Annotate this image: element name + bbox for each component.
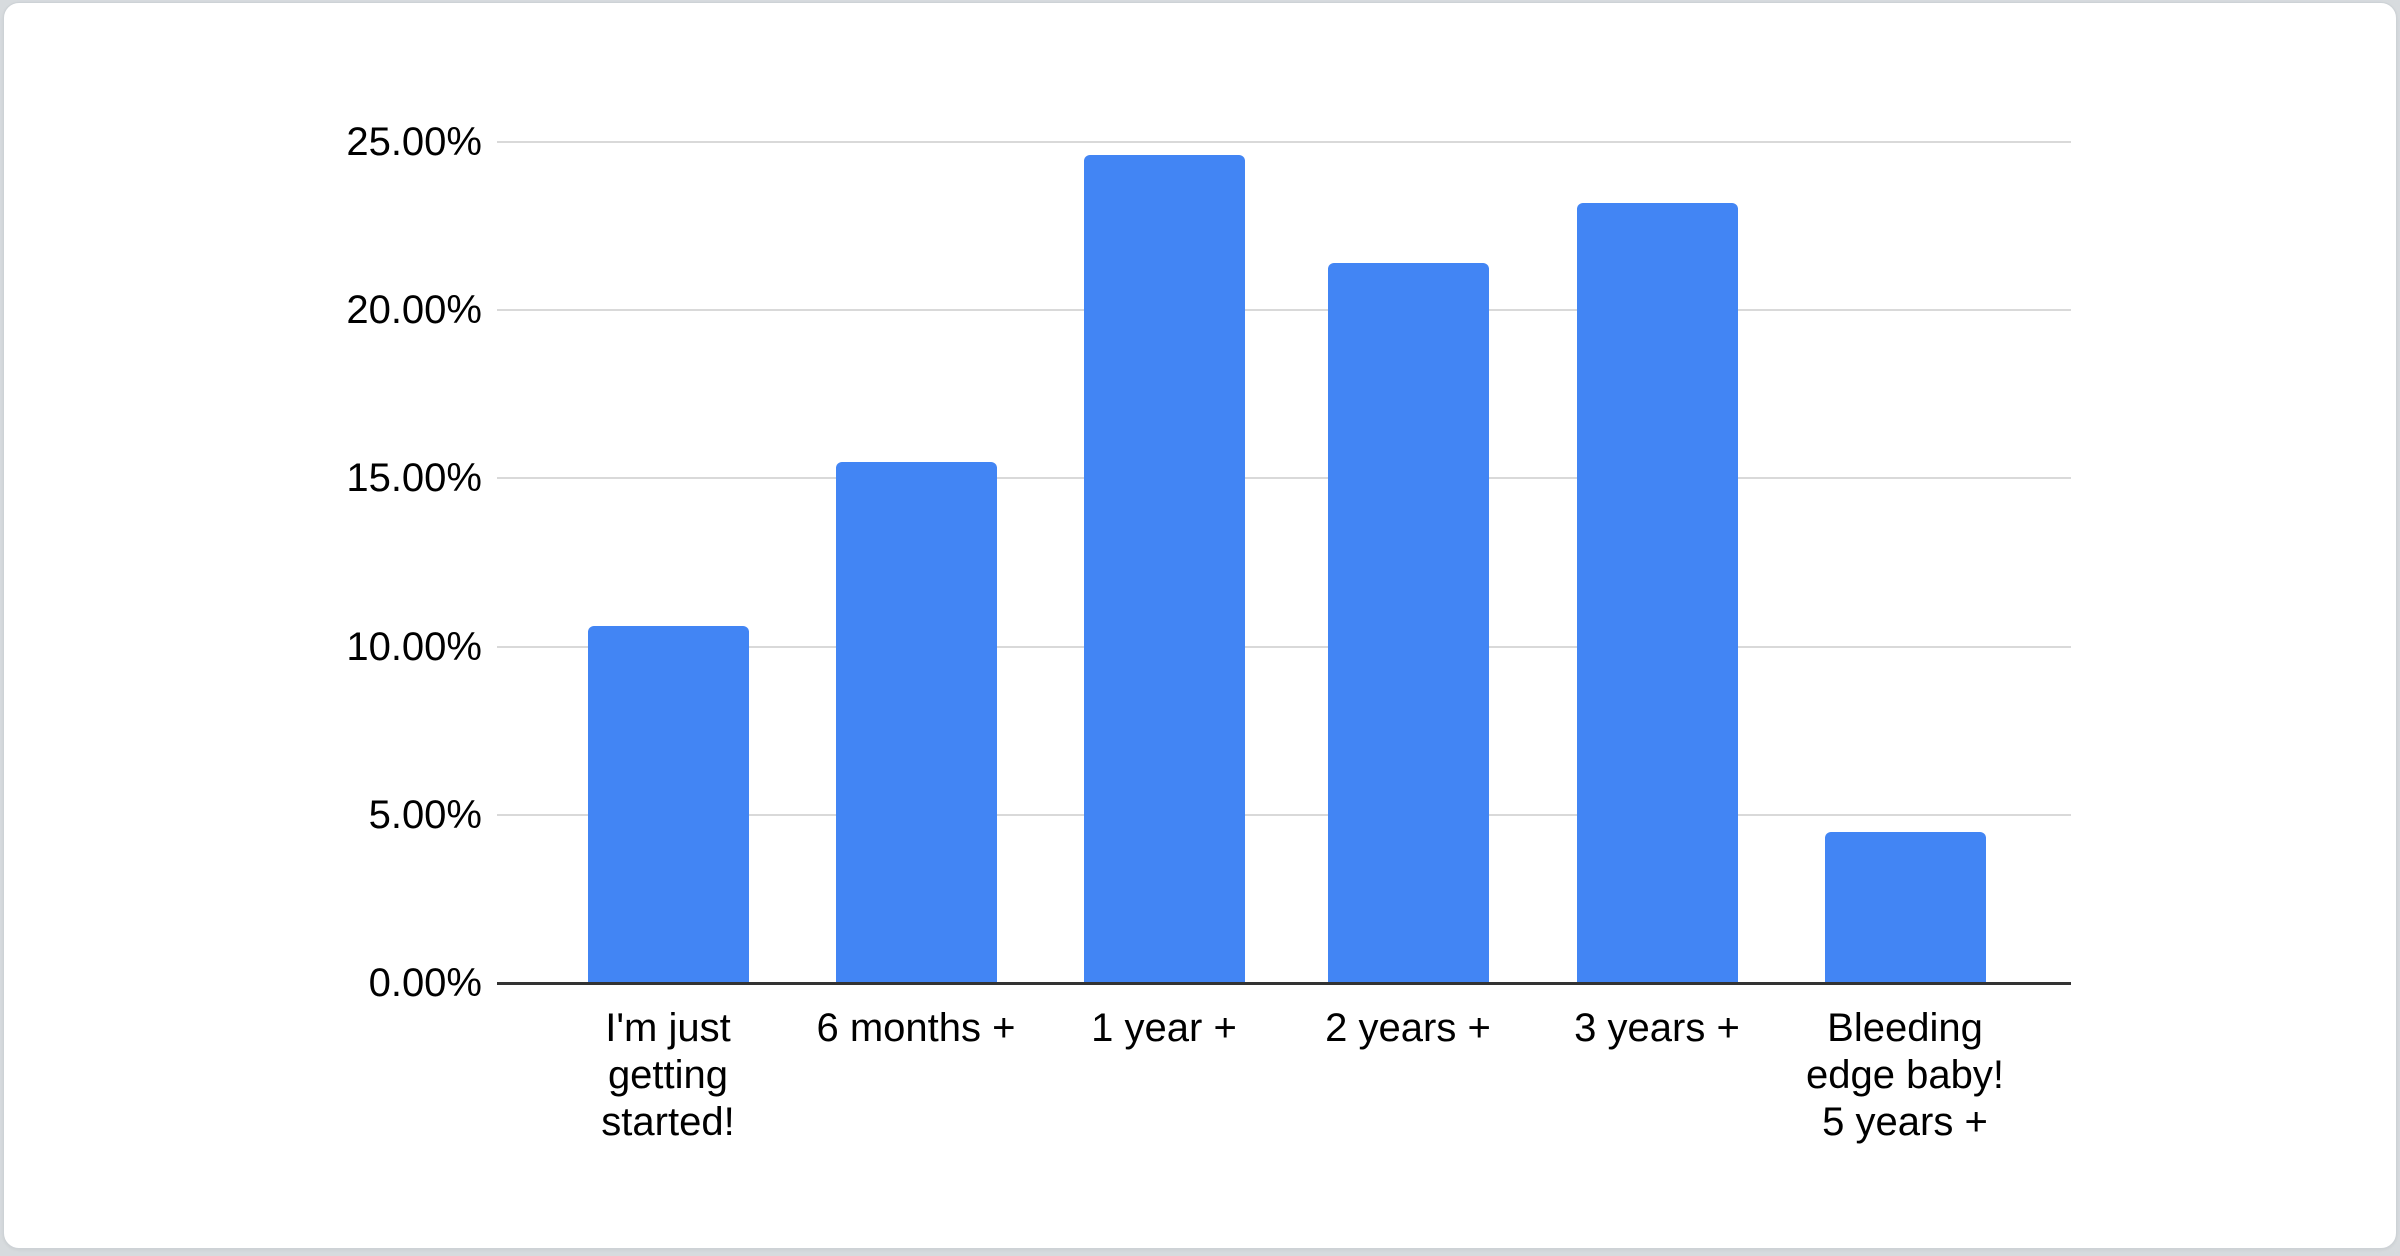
y-axis-tick-label: 5.00% <box>368 792 482 837</box>
x-axis-category-label: I'm just getting started! <box>601 1006 735 1144</box>
y-axis-tick-label: 0.00% <box>368 961 482 1005</box>
gridline-15 <box>497 477 2071 480</box>
x-axis-category-label: 1 year + <box>1091 1006 1237 1050</box>
bar-3[interactable] <box>1327 263 1489 983</box>
bar-chart: 25.00% 20.00% 15.00% 10.00% 5.00% 0.00% I'm ju… <box>4 3 2396 1248</box>
y-axis-tick-label: 15.00% <box>346 456 482 501</box>
y-axis-tick-label: 10.00% <box>346 624 482 669</box>
gridline-10 <box>497 645 2071 648</box>
x-axis-category-label: 2 years + <box>1325 1006 1491 1050</box>
bar-0[interactable] <box>587 626 749 983</box>
chart-card: 25.00% 20.00% 15.00% 10.00% 5.00% 0.00% I'm ju… <box>3 2 2397 1249</box>
gridline-25 <box>497 141 2071 143</box>
bar-2[interactable] <box>1083 155 1245 983</box>
gridline-5 <box>497 813 2071 816</box>
bar-5[interactable] <box>1824 831 1986 983</box>
x-axis-category-label: 3 years + <box>1574 1006 1740 1050</box>
x-axis-category-label: 6 months + <box>816 1006 1016 1050</box>
bar-1[interactable] <box>835 461 997 983</box>
bar-4[interactable] <box>1576 202 1738 983</box>
gridline-20 <box>497 309 2071 312</box>
x-axis-line <box>497 982 2071 985</box>
y-axis-tick-label: 25.00% <box>346 120 482 164</box>
x-axis-category-label: Bleeding edge baby! 5 years + <box>1806 1006 2004 1144</box>
y-axis-tick-label: 20.00% <box>346 288 482 333</box>
